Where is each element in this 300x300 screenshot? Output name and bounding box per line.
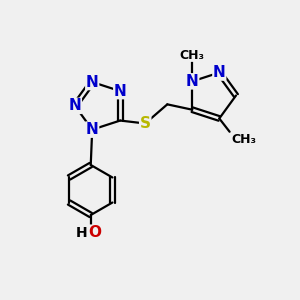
Text: N: N bbox=[186, 74, 199, 89]
Text: N: N bbox=[114, 84, 127, 99]
Text: N: N bbox=[68, 98, 81, 113]
Text: CH₃: CH₃ bbox=[180, 49, 205, 62]
Text: N: N bbox=[213, 65, 226, 80]
Text: N: N bbox=[86, 74, 99, 89]
Text: H: H bbox=[76, 226, 87, 240]
Text: N: N bbox=[86, 122, 99, 137]
Text: CH₃: CH₃ bbox=[231, 133, 256, 146]
Text: S: S bbox=[140, 116, 151, 131]
Text: O: O bbox=[88, 225, 101, 240]
